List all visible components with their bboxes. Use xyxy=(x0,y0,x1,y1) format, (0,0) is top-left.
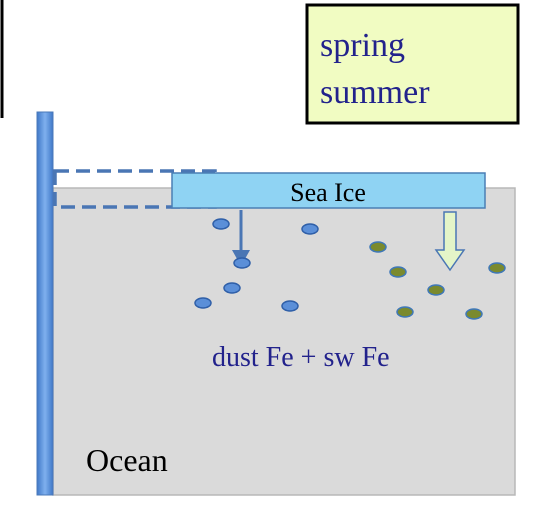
particle xyxy=(234,258,250,268)
page: Sea Ice spring summer dust Fe + sw Fe Oc… xyxy=(0,0,535,517)
particle xyxy=(390,267,406,277)
shelf-wall xyxy=(37,112,53,495)
ocean-label: Ocean xyxy=(86,442,168,478)
particle xyxy=(195,298,211,308)
particle xyxy=(282,301,298,311)
annotation: dust Fe + sw Fe xyxy=(212,342,390,373)
particle xyxy=(302,224,318,234)
particle xyxy=(466,309,482,319)
particle xyxy=(489,263,505,273)
particle xyxy=(370,242,386,252)
particle xyxy=(213,219,229,229)
particle xyxy=(397,307,413,317)
season-line: spring xyxy=(320,27,405,64)
particle xyxy=(428,285,444,295)
diagram: Sea Ice spring summer dust Fe + sw Fe Oc… xyxy=(0,0,535,517)
season-line: summer xyxy=(320,74,430,111)
sea-ice-label: Sea Ice xyxy=(290,178,366,207)
particle xyxy=(224,283,240,293)
